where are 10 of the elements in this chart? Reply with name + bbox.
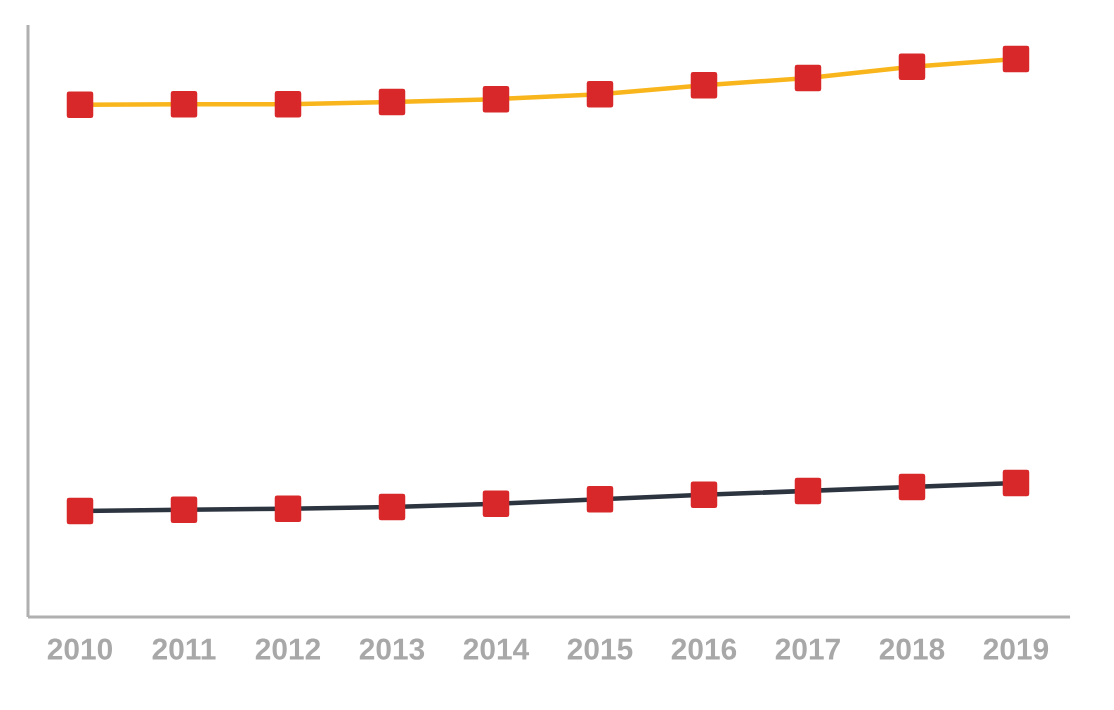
- x-tick-label: 2010: [47, 638, 112, 660]
- x-tick-label: 2012: [255, 638, 321, 660]
- x-tick-label: 2013: [359, 638, 425, 660]
- x-tick-label: 2015: [567, 638, 633, 660]
- x-tick-label: 2017: [775, 638, 840, 660]
- x-tick-label: 2018: [879, 638, 945, 660]
- x-tick-label: 2016: [671, 638, 737, 660]
- x-tick-label: 2011: [152, 638, 216, 660]
- x-tick-label: 2014: [463, 638, 530, 660]
- x-tick-label: 2019: [983, 638, 1049, 660]
